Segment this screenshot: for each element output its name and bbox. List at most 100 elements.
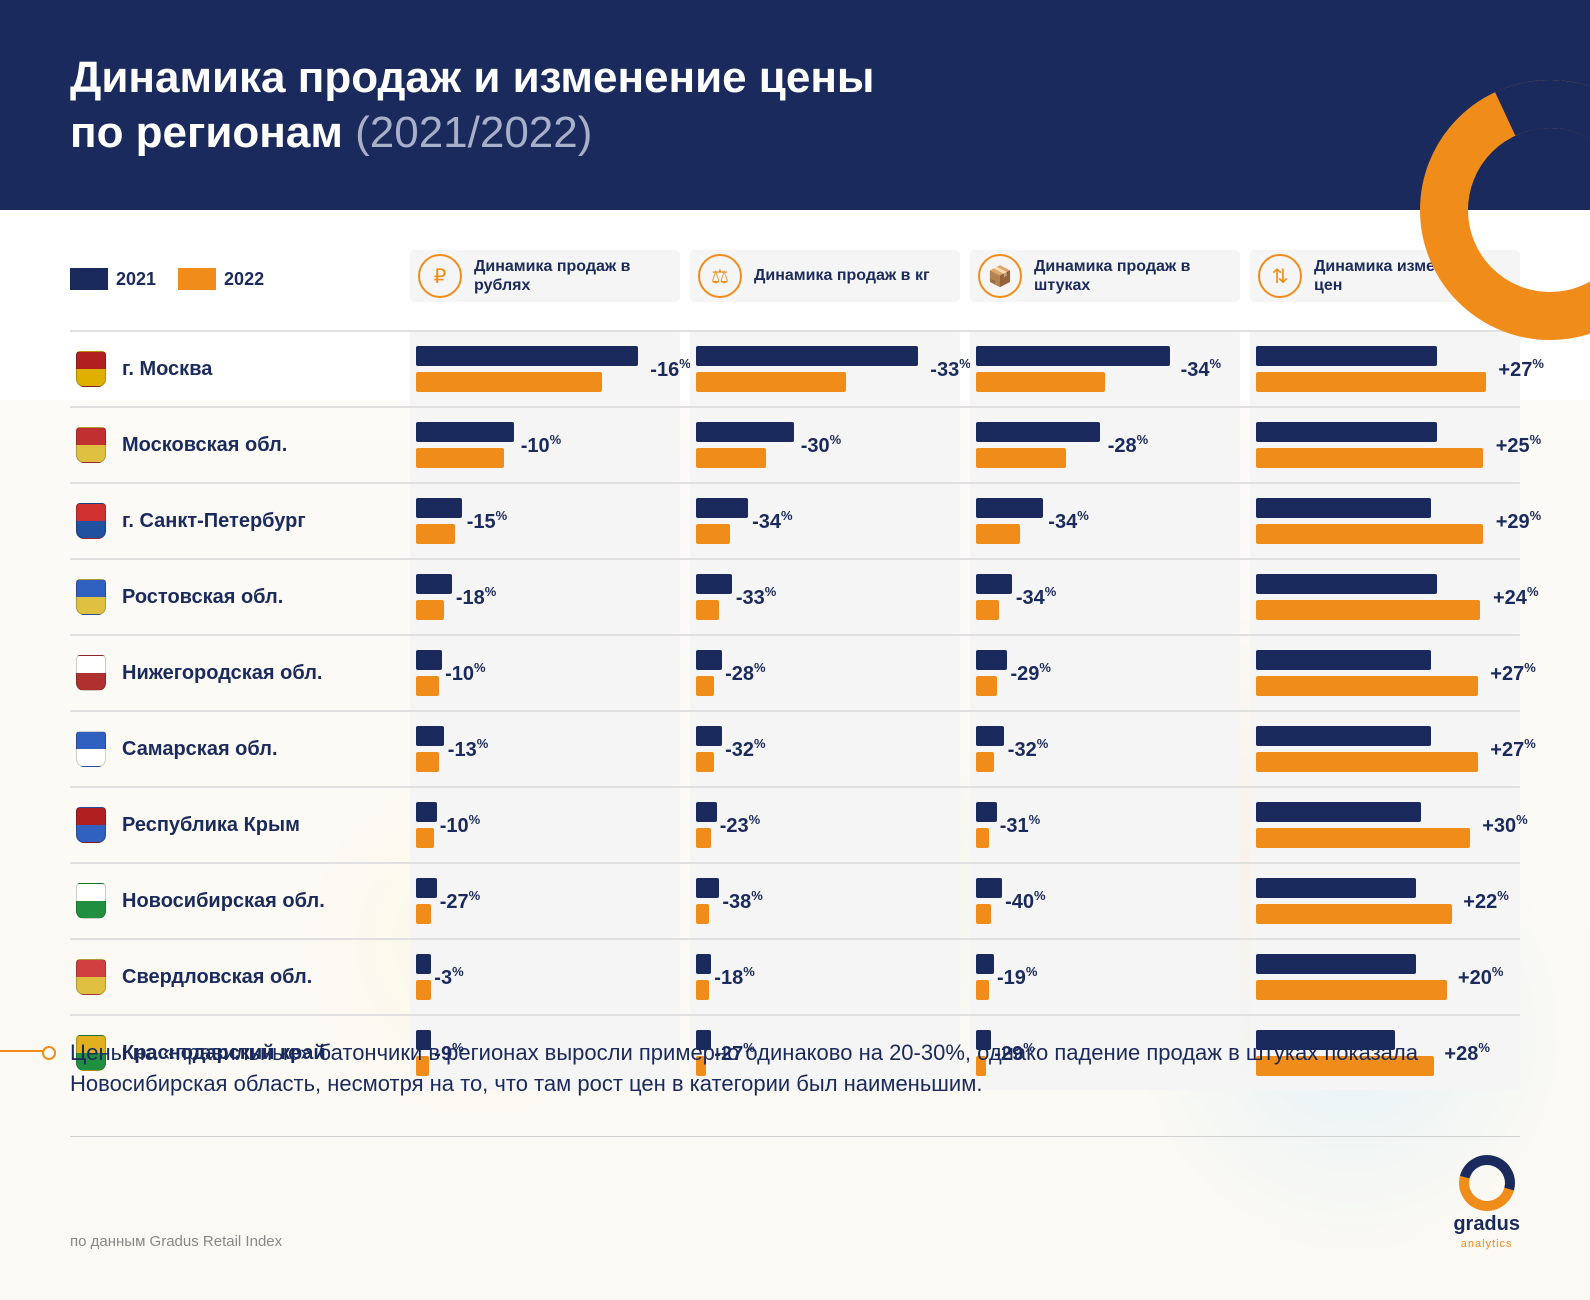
source-text: по данным Gradus Retail Index (70, 1233, 282, 1250)
delta-label: -30% (801, 432, 841, 458)
gradus-logo: gradus analytics (1453, 1155, 1520, 1250)
table-row: г. Санкт-Петербург-15%-34%-34%+29% (70, 482, 1520, 558)
legend-2022-label: 2022 (224, 269, 264, 290)
summary-content: Цены на «правильные» батончики в региона… (70, 1040, 1418, 1096)
region-emblem-icon (76, 427, 106, 463)
region-name: Республика Крым (122, 814, 300, 837)
region-cell: Ростовская обл. (70, 579, 410, 615)
region-name: Самарская обл. (122, 738, 278, 761)
bar-cell-price: +25% (1250, 408, 1520, 482)
region-cell: Нижегородская обл. (70, 655, 410, 691)
kg-icon: ⚖ (698, 254, 742, 298)
delta-label: +25% (1496, 432, 1542, 458)
bars-grid: -10% -30% -28%+25% (410, 408, 1520, 482)
bar-cell-units: -28% (970, 408, 1240, 482)
bar-cell-kg: -28% (690, 636, 960, 710)
bar-2022 (1256, 524, 1514, 544)
bar-cell-rub: -27% (410, 864, 680, 938)
footer: Цены на «правильные» батончики в региона… (70, 1038, 1520, 1250)
logo-sub: analytics (1461, 1238, 1513, 1250)
bar-cell-units: -19% (970, 940, 1240, 1014)
region-emblem-icon (76, 807, 106, 843)
bar-cell-kg: -32% (690, 712, 960, 786)
bars-grid: -15%-34%-34%+29% (410, 484, 1520, 558)
delta-label: -29% (1011, 660, 1051, 686)
region-cell: г. Санкт-Петербург (70, 503, 410, 539)
delta-label: -34% (752, 508, 792, 534)
bar-cell-kg: -34% (690, 484, 960, 558)
bar-cell-units: -34% (970, 560, 1240, 634)
delta-label: -34% (1048, 508, 1088, 534)
delta-label: +27% (1490, 736, 1536, 762)
bar-cell-rub: -10% (410, 788, 680, 862)
bar-cell-units: -34% (970, 484, 1240, 558)
metrics-header: ₽Динамика продаж в рублях ⚖ Динамика прода… (410, 250, 1520, 302)
bar-2021 (976, 574, 1234, 594)
logo-mark-icon (1459, 1155, 1515, 1211)
region-cell: Московская обл. (70, 427, 410, 463)
bars-grid: -10%-28%-29%+27% (410, 636, 1520, 710)
bar-2021 (696, 498, 954, 518)
delta-label: +22% (1463, 888, 1509, 914)
delta-label: -38% (722, 888, 762, 914)
bar-2021 (976, 422, 1234, 442)
metric-label-kg: Динамика продаж в кг (754, 266, 930, 285)
bar-cell-rub: -15% (410, 484, 680, 558)
delta-label: -23% (720, 812, 760, 838)
delta-label: +20% (1458, 964, 1504, 990)
bar-cell-rub: -3% (410, 940, 680, 1014)
region-name: г. Санкт-Петербург (122, 510, 306, 533)
bars-grid: -3% -18% -19% +20% (410, 940, 1520, 1014)
bar-cell-units: -32% (970, 712, 1240, 786)
metric-header-rub: ₽Динамика продаж в рублях (410, 250, 680, 302)
bar-2022 (696, 524, 954, 544)
table-row: Московская обл. -10% -30% -28%+25% (70, 406, 1520, 482)
bar-2021 (1256, 574, 1514, 594)
delta-label: -32% (1008, 736, 1048, 762)
bar-2022 (416, 524, 674, 544)
table-row: Нижегородская обл.-10%-28%-29%+27% (70, 634, 1520, 710)
delta-label: -10% (521, 432, 561, 458)
delta-label: -16% (650, 356, 690, 382)
title-line2: по регионам (70, 108, 343, 157)
bar-cell-rub: -10% (410, 408, 680, 482)
delta-label: -18% (714, 964, 754, 990)
region-name: Ростовская обл. (122, 586, 283, 609)
bars-grid: -18%-33%-34%+24% (410, 560, 1520, 634)
legend-2021: 2021 (70, 268, 156, 290)
table-row: Республика Крым-10%-23%-31%+30% (70, 786, 1520, 862)
price-icon: ⇅ (1258, 254, 1302, 298)
summary-bullet-icon (0, 1050, 50, 1052)
bar-2021 (976, 498, 1234, 518)
metric-label-units: Динамика продаж в штуках (1034, 257, 1232, 295)
swatch-2022-icon (178, 268, 216, 290)
bar-cell-units: -29% (970, 636, 1240, 710)
delta-label: -10% (445, 660, 485, 686)
bar-2021 (416, 574, 674, 594)
region-emblem-icon (76, 503, 106, 539)
region-cell: Республика Крым (70, 807, 410, 843)
delta-label: -34% (1181, 356, 1221, 382)
bar-cell-price: +20% (1250, 940, 1520, 1014)
delta-label: -3% (434, 964, 463, 990)
delta-label: -40% (1005, 888, 1045, 914)
region-emblem-icon (76, 959, 106, 995)
region-name: Нижегородская обл. (122, 662, 322, 685)
title-years: (2021/2022) (355, 108, 592, 157)
table-row: Самарская обл.-13%-32%-32%+27% (70, 710, 1520, 786)
bar-2022 (976, 524, 1234, 544)
bars-grid: -13%-32%-32%+27% (410, 712, 1520, 786)
bottom-row: по данным Gradus Retail Index gradus ana… (70, 1136, 1520, 1250)
bar-2022 (416, 600, 674, 620)
bar-cell-price: +27% (1250, 332, 1520, 406)
legend-2021-label: 2021 (116, 269, 156, 290)
legend-row: 2021 2022 ₽Динамика продаж в рублях ⚖ Дина… (70, 250, 1520, 302)
table-row: Новосибирская обл.-27%-38%-40%+22% (70, 862, 1520, 938)
bar-cell-units: -40% (970, 864, 1240, 938)
table-row: Ростовская обл. -18%-33%-34%+24% (70, 558, 1520, 634)
delta-label: -34% (1016, 584, 1056, 610)
metric-label-rub: Динамика продаж в рублях (474, 257, 672, 295)
header: Динамика продаж и изменение цены по реги… (0, 0, 1590, 210)
region-cell: Самарская обл. (70, 731, 410, 767)
bar-2021 (1256, 346, 1514, 366)
